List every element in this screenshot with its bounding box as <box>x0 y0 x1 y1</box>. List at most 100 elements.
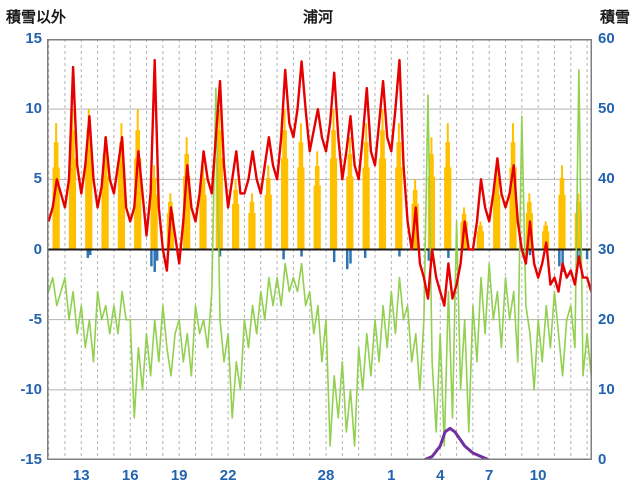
sunshine-bar <box>313 185 316 250</box>
chart-title: 浦河 <box>302 9 333 26</box>
sunshine-bar <box>252 201 255 250</box>
sunshine-bar <box>446 123 449 250</box>
sunshine-bar <box>318 185 321 250</box>
sunshine-bar <box>235 189 238 250</box>
left-axis-tick: -5 <box>28 310 42 328</box>
sunshine-bar <box>367 167 370 250</box>
sunshine-bar <box>249 201 252 250</box>
sunshine-bar <box>101 176 104 250</box>
sunshine-bar <box>397 123 400 250</box>
sunshine-bar <box>346 176 349 250</box>
sunshine-bar <box>284 130 287 250</box>
precipitation-bar <box>150 249 153 267</box>
sunshine-bar <box>171 213 174 250</box>
sunshine-bar <box>384 158 387 250</box>
sunshine-bar <box>253 213 256 250</box>
precipitation-bar <box>558 249 561 267</box>
sunshine-bar <box>347 154 350 250</box>
sunshine-bar <box>365 123 368 250</box>
sunshine-bar <box>444 167 447 250</box>
temperature-line <box>47 58 593 307</box>
precipitation-bar <box>153 249 156 272</box>
precipitation-bar <box>528 249 532 256</box>
sunshine-bar <box>348 137 351 250</box>
x-axis-tick: 16 <box>121 467 139 484</box>
sunshine-bar <box>378 158 381 250</box>
sunshine-bar <box>497 177 500 250</box>
sunshine-bar <box>395 167 398 250</box>
sunshine-bar <box>282 130 285 250</box>
precipitation-bar <box>585 249 589 260</box>
sunshine-bar <box>74 158 77 250</box>
right-axis-tick: 0 <box>598 451 607 468</box>
sunshine-bar <box>201 165 204 250</box>
sunshine-bar <box>482 231 484 250</box>
sunshine-bar <box>268 177 271 250</box>
sunshine-bar <box>430 137 433 250</box>
sunshine-bar <box>299 123 302 250</box>
sunshine-bar <box>102 154 105 250</box>
sunshine-bar <box>510 142 513 250</box>
sunshine-bar <box>267 165 270 250</box>
sunshine-bar <box>297 167 300 250</box>
precipitation-bar <box>576 249 579 263</box>
sunshine-bar <box>123 167 126 250</box>
sunshine-bar <box>363 142 366 250</box>
left-axis-tick: 10 <box>25 100 42 118</box>
sunshine-bar <box>68 158 71 250</box>
sunshine-bar <box>71 109 74 250</box>
sunshine-bar <box>199 194 202 250</box>
sunshine-bar <box>333 130 336 250</box>
precipitation-bar <box>300 249 303 257</box>
precipitation-bar <box>282 249 285 260</box>
sunshine-bar <box>185 137 188 250</box>
sunshine-bar <box>527 201 530 250</box>
sunshine-bar <box>139 158 142 250</box>
sunshine-bar <box>301 142 304 250</box>
sunshine-bar <box>479 221 482 250</box>
sunshine-bar <box>448 142 451 250</box>
sunshine-bar <box>512 123 515 250</box>
sunshine-bar <box>90 158 93 250</box>
sunshine-bar <box>117 167 120 250</box>
sunshine-bar <box>204 194 207 250</box>
sunshine-bar <box>86 130 89 250</box>
precipitation-bar <box>561 249 564 272</box>
sunshine-bar <box>544 221 547 250</box>
sunshine-bar <box>166 213 169 250</box>
sunshine-bar <box>513 142 516 250</box>
sunshine-bar <box>72 130 75 250</box>
sunshine-bar <box>136 109 139 250</box>
sunshine-bar <box>562 177 565 250</box>
sunshine-bar <box>494 177 497 250</box>
sunshine-bar <box>545 225 548 250</box>
sunshine-bar <box>560 165 563 250</box>
x-axis-tick: 19 <box>170 467 188 484</box>
sunshine-bar <box>283 109 286 250</box>
sunshine-bar <box>542 231 545 250</box>
right-axis-tick: 10 <box>598 380 615 398</box>
sunshine-bar <box>335 158 338 250</box>
sunshine-bar <box>89 130 92 250</box>
sunshine-bar <box>269 194 272 250</box>
sunshine-bar <box>87 109 90 250</box>
sunshine-bar <box>460 222 463 250</box>
left-axis-tick: -15 <box>20 451 42 468</box>
sunshine-bar <box>70 130 73 250</box>
x-axis-tick: 28 <box>317 467 335 484</box>
sunshine-bar <box>119 142 122 250</box>
precipitation-bar <box>155 249 159 261</box>
sunshine-bar <box>314 166 317 250</box>
sunshine-bar <box>382 130 385 250</box>
sunshine-bar <box>234 179 237 250</box>
sunshine-bar <box>317 166 320 250</box>
sunshine-bar <box>220 158 223 250</box>
sunshine-bar <box>280 158 283 250</box>
sunshine-bar <box>381 109 384 250</box>
precipitation-bar <box>447 249 450 258</box>
sunshine-bar <box>104 137 107 250</box>
right-axis-title: 積雪 <box>599 9 630 26</box>
precipitation-bar <box>88 249 92 256</box>
precipitation-bars <box>86 249 589 272</box>
sunshine-bar <box>120 123 123 250</box>
